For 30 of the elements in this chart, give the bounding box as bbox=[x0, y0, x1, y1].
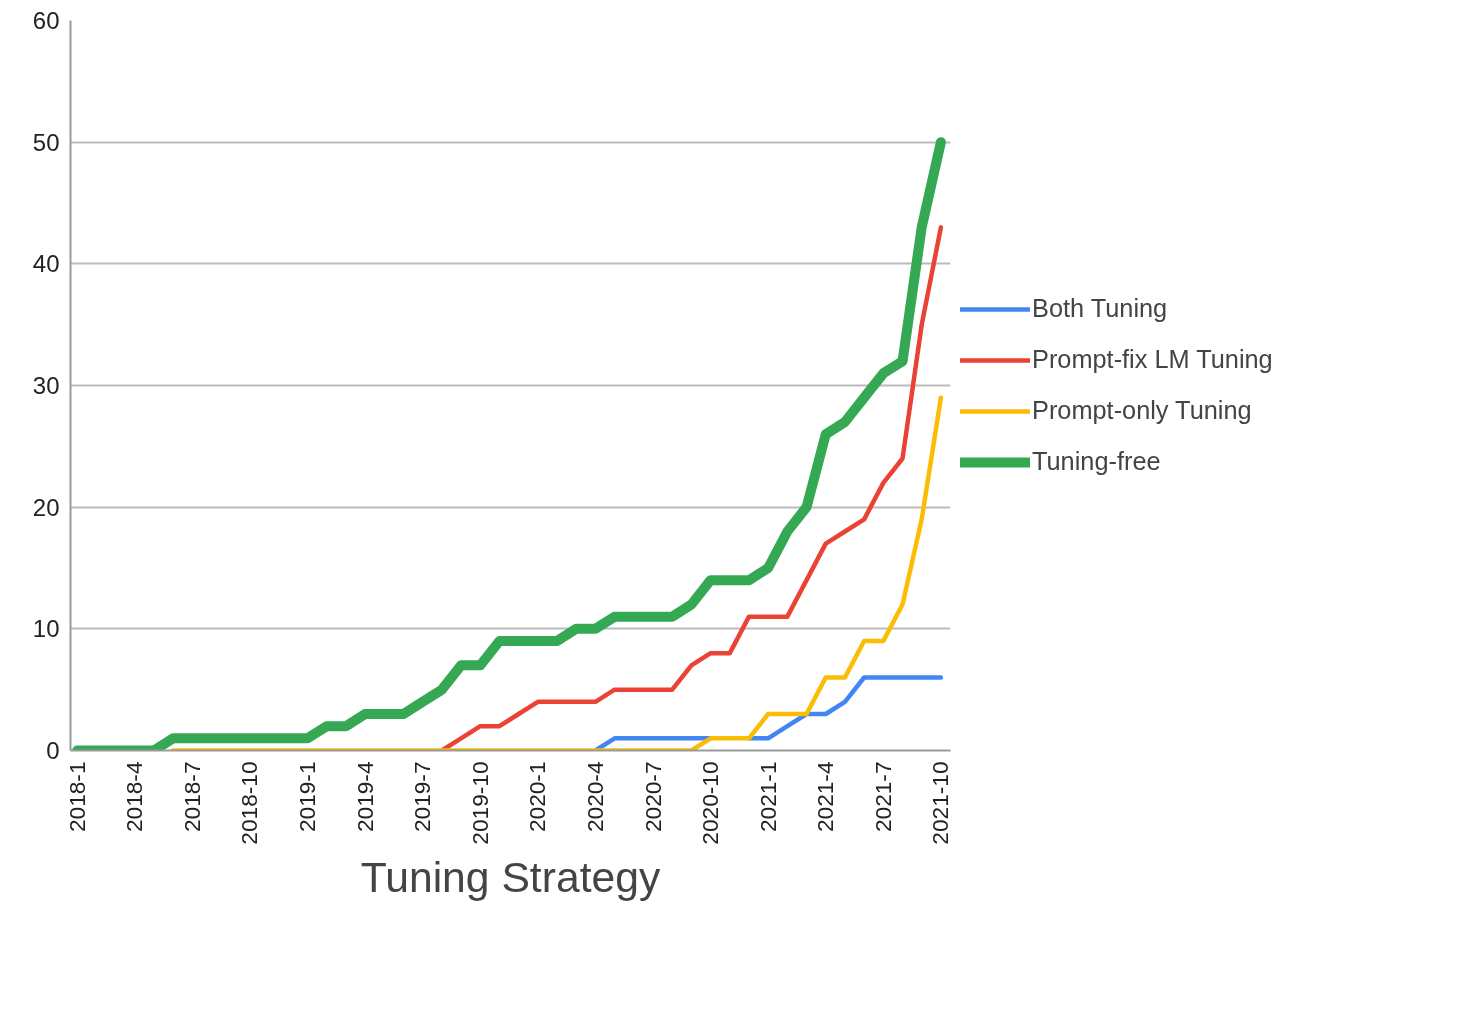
x-tick-label: 2018-1 bbox=[63, 761, 90, 833]
x-tick-label: 2020-10 bbox=[697, 761, 724, 845]
y-tick-label: 0 bbox=[46, 737, 60, 764]
x-tick-label: 2021-10 bbox=[927, 761, 954, 845]
y-tick-label: 10 bbox=[32, 615, 60, 643]
x-tick-label: 2018-10 bbox=[236, 761, 263, 845]
legend-label: Tuning-free bbox=[1032, 447, 1161, 476]
x-tick-label: 2021-1 bbox=[754, 761, 781, 833]
x-axis-title: Tuning Strategy bbox=[360, 852, 661, 901]
x-tick-label: 2019-7 bbox=[409, 761, 436, 833]
line-series bbox=[439, 225, 944, 751]
x-tick-label: 2020-1 bbox=[524, 761, 551, 833]
x-tick-label: 2020-7 bbox=[639, 761, 666, 833]
x-tick-label: 2019-1 bbox=[294, 761, 321, 833]
x-tick-label: 2021-7 bbox=[869, 761, 896, 833]
y-tick-label: 20 bbox=[32, 493, 60, 521]
legend-label: Both Tuning bbox=[1032, 294, 1168, 323]
x-tick-label: 2020-4 bbox=[581, 761, 608, 833]
legend-label: Prompt-fix LM Tuning bbox=[1032, 345, 1273, 374]
x-tick-label: 2019-10 bbox=[466, 761, 493, 845]
y-tick-label: 40 bbox=[32, 250, 60, 278]
line-series bbox=[170, 395, 944, 751]
legend-label: Prompt-only Tuning bbox=[1032, 396, 1252, 425]
x-tick-label: 2018-7 bbox=[178, 761, 205, 833]
y-tick-label: 30 bbox=[32, 372, 60, 399]
x-tick-label: 2019-4 bbox=[351, 761, 378, 833]
x-tick-label: 2021-4 bbox=[812, 761, 839, 833]
y-tick-label: 50 bbox=[32, 128, 60, 156]
x-tick-label: 2018-4 bbox=[121, 761, 148, 833]
y-tick-label: 60 bbox=[32, 7, 60, 34]
